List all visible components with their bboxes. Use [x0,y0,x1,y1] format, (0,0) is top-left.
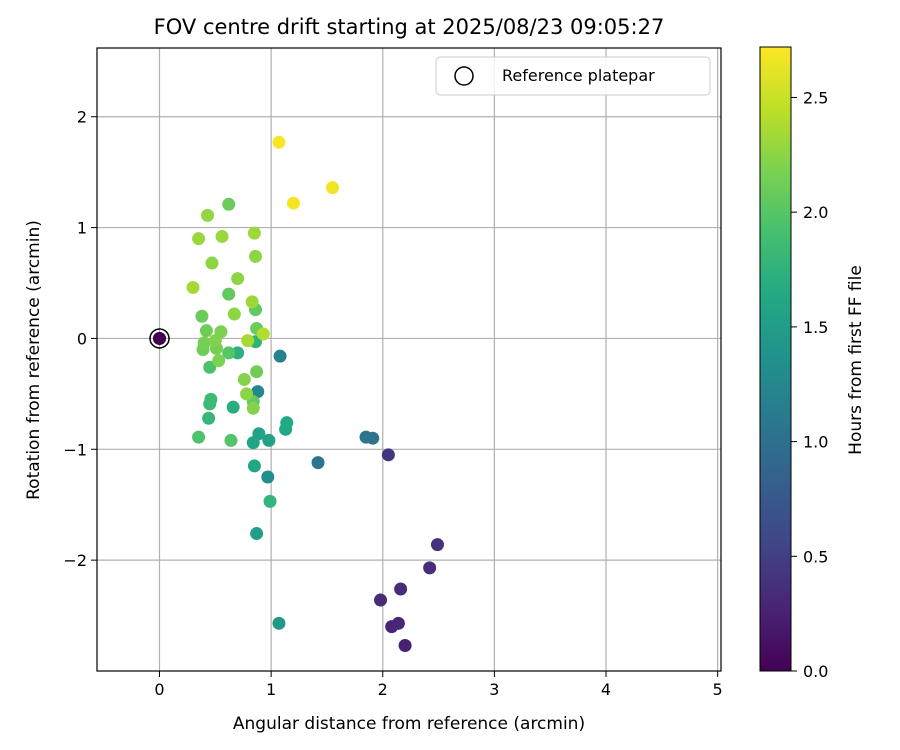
data-point [430,538,444,552]
data-point [423,561,437,575]
legend: Reference platepar [435,56,711,96]
data-point [245,295,259,309]
data-point [398,639,412,653]
data-point [359,430,373,444]
data-point [374,593,388,607]
data-point [199,324,213,338]
data-point [272,135,286,149]
data-point [203,360,217,374]
y-tick-label: −2 [63,551,87,570]
colorbar: 0.0 0.5 1.0 1.5 2.0 2.5 Hours from first FF f… [759,46,866,681]
data-point [251,385,265,399]
data-point [202,411,216,425]
x-tick-label: 0 [154,680,164,699]
data-point [250,365,264,379]
data-point [246,436,260,450]
data-point [222,346,236,360]
data-point [394,582,408,596]
data-point [311,456,325,470]
x-tick-label: 4 [601,680,611,699]
data-point [240,387,254,401]
data-point [241,334,255,348]
y-tick-label: −1 [63,440,87,459]
data-point [237,372,251,386]
data-point [261,470,275,484]
data-point [227,307,241,321]
data-point [263,494,277,508]
data-point [280,416,294,430]
data-point [226,400,240,414]
y-tick-label: 2 [77,108,87,127]
plot-frame [96,47,722,672]
x-tick-label: 3 [489,680,499,699]
data-point [222,197,236,211]
x-tick-label: 5 [713,680,723,699]
legend-label-reference: Reference platepar [502,66,655,85]
data-point [247,226,261,240]
colorbar-tick-label: 1.5 [803,318,828,337]
grid [97,48,721,671]
legend-box [435,56,711,96]
data-point [381,448,395,462]
legend-marker-reference [454,66,474,86]
colorbar-tick-label: 1.0 [803,433,828,452]
data-point [247,459,261,473]
data-point [391,616,405,630]
data-point [205,256,219,270]
data-point [249,249,263,263]
chart-title: FOV centre drift starting at 2025/08/23 … [154,15,665,39]
colorbar-tick-label: 0.0 [803,662,828,681]
colorbar-tick-label: 2.5 [803,88,828,107]
data-point [262,433,276,447]
data-point [231,272,245,286]
data-point [286,196,300,210]
data-point [273,349,287,363]
x-axis-label: Angular distance from reference (arcmin) [233,714,585,734]
data-point [195,309,209,323]
y-tick-label: 1 [77,219,87,238]
colorbar-gradient [759,46,792,672]
data-points [149,135,444,653]
colorbar-tick-label: 0.5 [803,547,828,566]
data-point [250,527,264,541]
reference-point-dot [153,331,167,345]
colorbar-tick-label: 2.0 [803,203,828,222]
data-point [222,287,236,301]
data-point [192,232,206,246]
data-point [231,346,245,360]
data-point [215,229,229,243]
colorbar-label: Hours from first FF file [846,265,866,455]
data-point [208,334,222,348]
x-tick-label: 2 [378,680,388,699]
data-point [272,616,286,630]
data-point [246,401,260,415]
colorbar-ticks: 0.0 0.5 1.0 1.5 2.0 2.5 [791,88,828,681]
data-point [224,433,238,447]
y-axis-ticks: −2 −1 0 1 2 [63,108,97,570]
reference-platepar-marker [149,328,170,349]
data-point [326,181,340,195]
data-point [201,208,215,222]
data-point [197,336,211,350]
y-axis-label: Rotation from reference (arcmin) [24,220,44,500]
y-tick-label: 0 [77,329,87,348]
data-point [212,354,226,368]
x-tick-label: 1 [266,680,276,699]
data-point [256,327,270,341]
data-point [186,280,200,294]
data-point [192,430,206,444]
data-point [204,392,218,406]
x-axis-ticks: 0 1 2 3 4 5 [154,671,723,699]
